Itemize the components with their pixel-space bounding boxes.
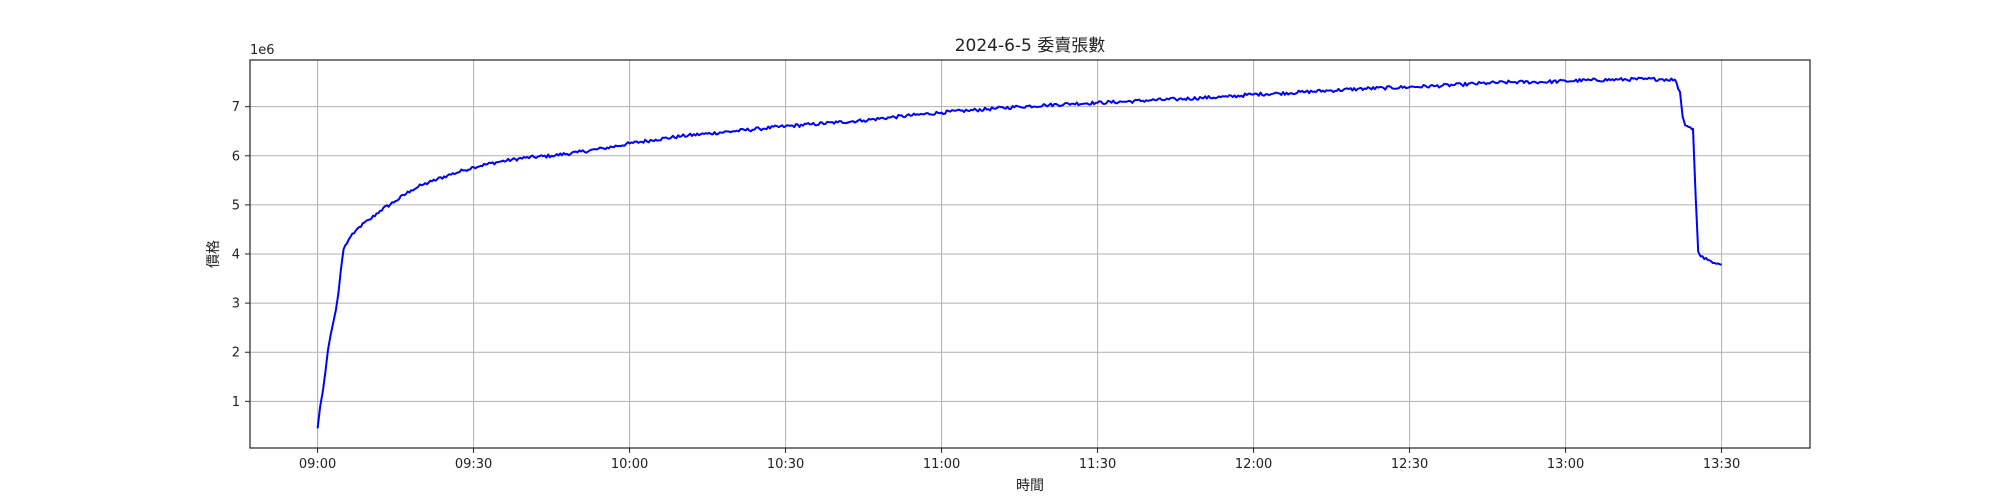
x-tick-label: 13:30	[1703, 457, 1740, 472]
tick-layer: 09:00 09:30 10:00 10:30 11:00 11:30 12:00 12:30…	[232, 100, 1741, 472]
y-axis-offset-label: 1e6	[250, 43, 275, 58]
x-tick-label: 11:00	[923, 457, 960, 472]
y-tick-label: 5	[232, 198, 240, 213]
x-tick-label: 11:30	[1079, 457, 1116, 472]
x-tick-label: 10:30	[767, 457, 804, 472]
x-tick-label: 13:00	[1547, 457, 1584, 472]
x-tick-label: 12:00	[1235, 457, 1272, 472]
y-tick-label: 7	[232, 100, 240, 115]
y-tick-label: 3	[232, 297, 240, 312]
y-tick-label: 6	[232, 149, 240, 164]
y-tick-label: 4	[232, 248, 240, 263]
chart-title: 2024-6-5 委賣張數	[955, 36, 1106, 56]
x-tick-label: 09:00	[299, 457, 336, 472]
x-tick-label: 12:30	[1391, 457, 1428, 472]
y-tick-label: 1	[232, 395, 240, 410]
x-tick-label: 09:30	[455, 457, 492, 472]
y-axis-title: 價格	[205, 240, 222, 268]
x-axis-title: 時間	[1016, 478, 1044, 494]
y-tick-label: 2	[232, 346, 240, 361]
series-layer	[316, 76, 1722, 429]
grid-layer	[250, 60, 1810, 448]
x-tick-label: 10:00	[611, 457, 648, 472]
series-line	[316, 76, 1722, 429]
